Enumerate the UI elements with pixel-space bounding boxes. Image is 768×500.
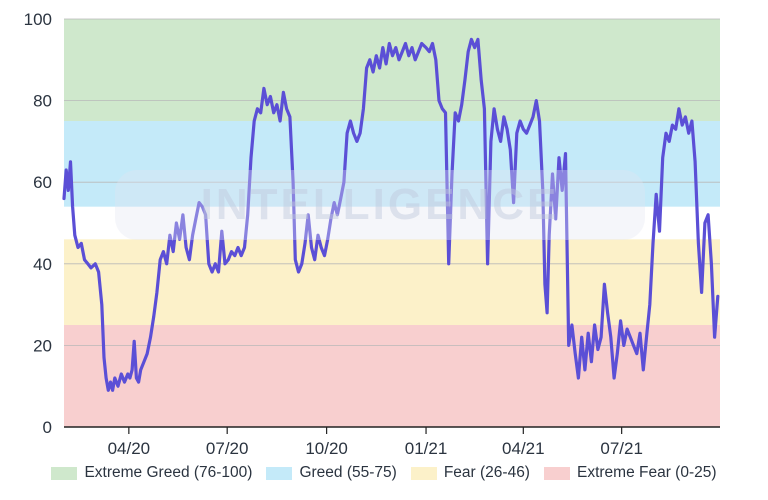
legend-swatch [410,466,437,480]
index-line [62,37,720,392]
x-tick-label: 04/20 [108,439,151,455]
legend-swatch [543,466,570,480]
y-tick-label: 40 [33,255,52,274]
band-0 [64,19,720,121]
x-tick-label: 07/20 [206,439,249,455]
y-axis-ticks: 0 20 40 60 80 100 [24,10,52,437]
x-tick-label: 04/21 [502,439,545,455]
legend: Extreme Greed (76-100) Greed (55-75) Fear … [0,458,768,488]
legend-item: Extreme Fear (0-25) [543,464,717,482]
fear-greed-chart: 0 20 40 60 80 100 04/20 07/20 10/20 01/21 04/21 07… [24,10,720,455]
legend-label: Greed (55-75) [299,464,397,481]
x-tick-label: 01/21 [405,439,448,455]
legend-label: Extreme Fear (0-25) [576,464,717,481]
x-tick-label: 10/20 [305,439,348,455]
legend-item: Extreme Greed (76-100) [51,464,252,482]
legend-swatch [266,466,293,480]
y-tick-label: 60 [33,173,52,192]
y-tick-label: 20 [33,336,52,355]
legend-item: Fear (26-46) [410,464,530,482]
legend-swatch [51,466,78,480]
band-1 [64,121,720,207]
legend-label: Extreme Greed (76-100) [84,464,253,481]
y-tick-label: 0 [43,418,52,437]
grid-lines [64,18,720,428]
band-2 [64,239,720,325]
y-tick-label: 100 [24,10,52,29]
x-tick-label: 07/21 [600,439,643,455]
legend-label: Fear (26-46) [443,464,530,481]
y-tick-label: 80 [33,92,52,111]
legend-item: Greed (55-75) [266,464,397,482]
sentiment-bands [64,19,720,427]
x-axis-ticks: 04/20 07/20 10/20 01/21 04/21 07/21 [108,427,643,455]
